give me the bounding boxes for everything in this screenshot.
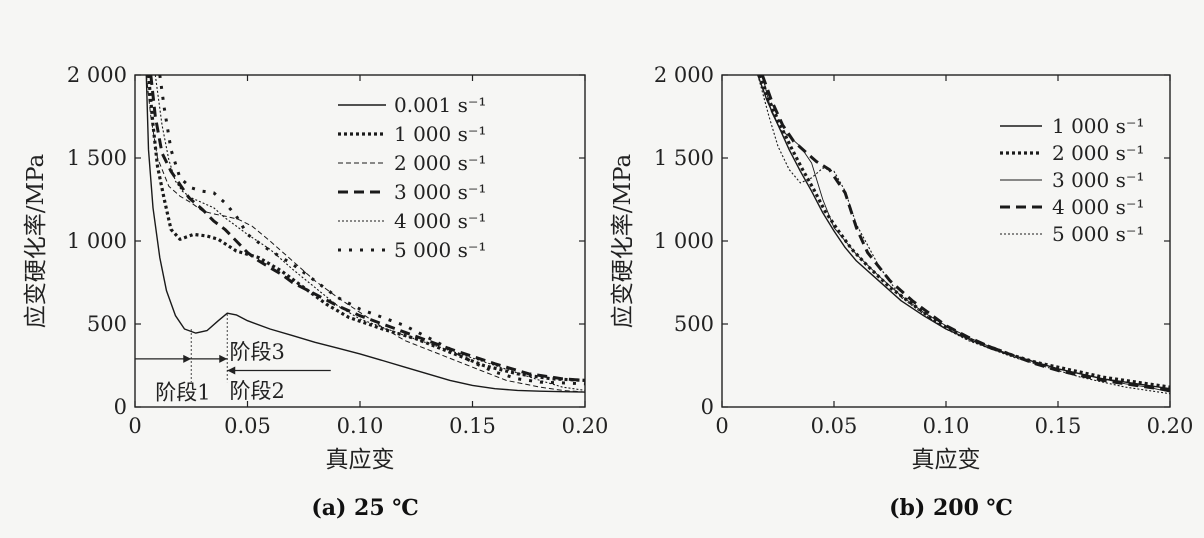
stage1-label: 阶段1	[155, 381, 210, 405]
series-line	[154, 75, 585, 391]
y-tick-label: 0	[701, 395, 714, 419]
legend-label: 2 000 s⁻¹	[394, 151, 486, 175]
y-tick-label: 2 000	[654, 63, 714, 87]
x-tick-label: 0.05	[224, 414, 271, 438]
x-axis-label: 真应变	[326, 447, 395, 473]
stage-annotations: 阶段1 阶段2 阶段3	[135, 314, 331, 405]
y-axis-label: 应变硬化率/MPa	[610, 153, 636, 328]
series-group	[145, 75, 585, 393]
panel-a: 0 0.05 0.10 0.15 0.20 0 500 1 000 1 500 2 000 真应变 应…	[23, 63, 608, 521]
series-line	[145, 75, 585, 393]
y-tick-label: 1 500	[654, 146, 714, 170]
panel-b: 0 0.05 0.10 0.15 0.20 0 500 1 000 1 500 2 000 真应变 应…	[610, 63, 1193, 521]
legend-label: 5 000 s⁻¹	[1052, 222, 1144, 246]
legend-label: 0.001 s⁻¹	[394, 93, 486, 117]
x-tick-label: 0.20	[1147, 414, 1194, 438]
y-tick-label: 500	[87, 312, 127, 336]
stage2-label: 阶段2	[230, 379, 285, 403]
legend-label: 2 000 s⁻¹	[1052, 141, 1144, 165]
legend-label: 1 000 s⁻¹	[1052, 114, 1144, 138]
y-tick-label: 1 000	[67, 229, 127, 253]
y-axis-label: 应变硬化率/MPa	[23, 153, 49, 328]
series-line	[146, 75, 585, 382]
panel-caption: (a) 25 ℃	[311, 495, 418, 521]
x-tick-label: 0.10	[337, 414, 384, 438]
x-tick-label: 0.10	[923, 414, 970, 438]
x-tick-label: 0	[715, 414, 728, 438]
stage1-arrowhead	[183, 354, 192, 363]
stage2-arrowhead	[219, 354, 228, 363]
x-tick-label: 0	[128, 414, 141, 438]
x-tick-label: 0.15	[1035, 414, 1082, 438]
x-axis-label: 真应变	[912, 447, 981, 473]
legend-label: 4 000 s⁻¹	[1052, 195, 1144, 219]
series-line	[757, 75, 1170, 395]
stage3-arrowhead	[227, 366, 236, 375]
x-tick-label: 0.20	[562, 414, 609, 438]
y-tick-label: 1 000	[654, 229, 714, 253]
series-line	[149, 75, 585, 382]
series-line	[145, 75, 585, 393]
legend-label: 3 000 s⁻¹	[394, 180, 486, 204]
legend-label: 4 000 s⁻¹	[394, 209, 486, 233]
plot-frame	[134, 74, 586, 408]
y-tick-label: 2 000	[67, 63, 127, 87]
stage3-label: 阶段3	[230, 340, 285, 364]
legend: 1 000 s⁻¹ 2 000 s⁻¹ 3 000 s⁻¹ 4 000 s⁻¹ 5 00…	[1000, 114, 1144, 246]
legend-label: 1 000 s⁻¹	[394, 122, 486, 146]
y-tick-label: 500	[674, 312, 714, 336]
y-tick-label: 1 500	[67, 146, 127, 170]
panel-caption: (b) 200 ℃	[889, 495, 1013, 521]
legend: 0.001 s⁻¹ 1 000 s⁻¹ 2 000 s⁻¹ 3 000 s⁻¹ 4 00…	[338, 93, 486, 262]
series-group	[757, 75, 1170, 395]
series-line	[760, 75, 1170, 392]
x-tick-label: 0.05	[811, 414, 858, 438]
legend-label: 5 000 s⁻¹	[394, 238, 486, 262]
series-line	[761, 75, 1170, 393]
x-tick-label: 0.15	[449, 414, 496, 438]
y-tick-label: 0	[114, 395, 127, 419]
legend-label: 3 000 s⁻¹	[1052, 168, 1144, 192]
